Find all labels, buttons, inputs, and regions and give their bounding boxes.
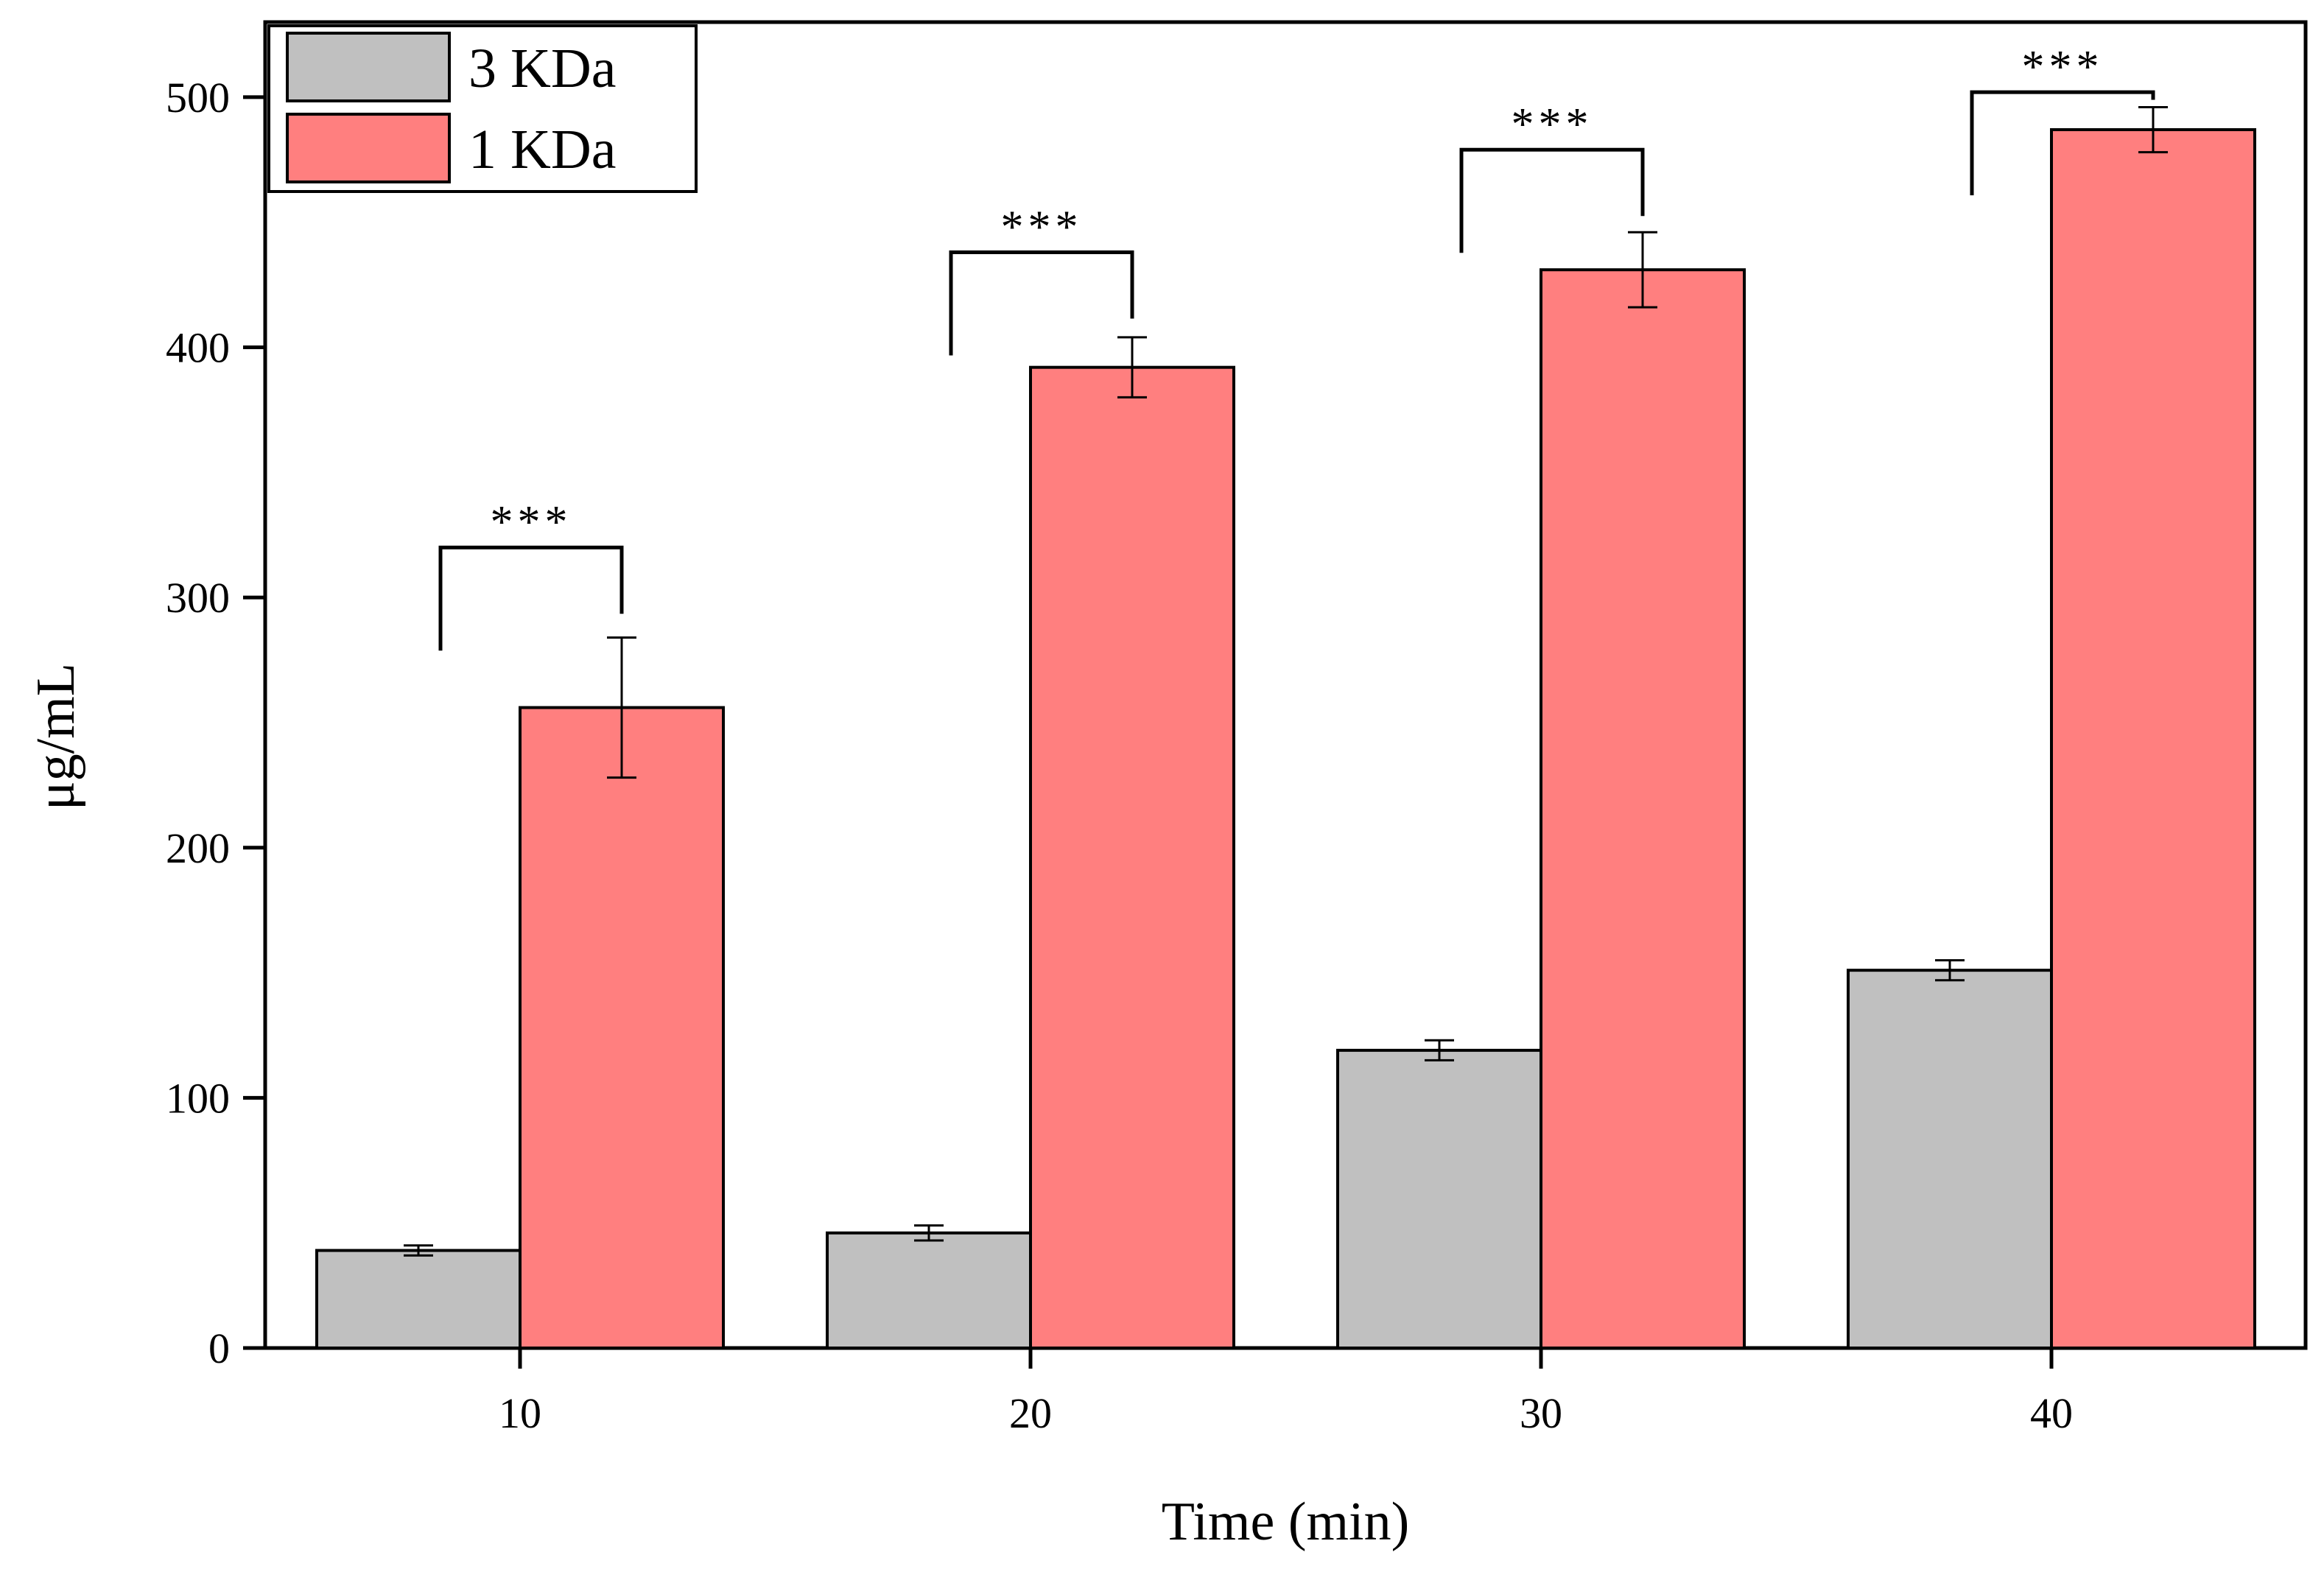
bar-1kda-40 — [2050, 128, 2256, 1350]
y-axis-title: μg/mL — [26, 663, 86, 810]
significance-bracket-40 — [1970, 90, 2155, 196]
bar-1kda-20 — [1029, 365, 1235, 1350]
legend-label-3kda: 3 KDa — [468, 38, 617, 99]
y-tick-label-500: 500 — [166, 74, 230, 122]
bar-3kda-20 — [826, 1231, 1032, 1349]
significance-label-20: *** — [1001, 202, 1083, 252]
y-tick-label-100: 100 — [166, 1074, 230, 1122]
legend-swatch-1kda — [286, 113, 451, 183]
significance-label-10: *** — [491, 497, 572, 547]
significance-bracket-30 — [1459, 147, 1645, 253]
x-tick-label-40: 40 — [2030, 1389, 2073, 1437]
y-tick-label-300: 300 — [166, 574, 230, 622]
y-tick-label-0: 0 — [208, 1324, 230, 1372]
plot-frame — [263, 20, 2308, 1350]
legend: 3 KDa 1 KDa — [267, 24, 698, 193]
significance-label-30: *** — [1512, 99, 1593, 150]
y-tick-label-200: 200 — [166, 824, 230, 872]
error-bars-layer — [404, 105, 2168, 1257]
significance-bracket-20 — [949, 250, 1134, 356]
y-tick-label-400: 400 — [166, 324, 230, 372]
bar-3kda-40 — [1847, 969, 2053, 1349]
significance-label-40: *** — [2022, 42, 2104, 92]
x-tick-label-20: 20 — [1009, 1389, 1052, 1437]
legend-swatch-3kda — [286, 32, 451, 102]
x-axis-title: Time (min) — [1162, 1492, 1409, 1552]
bar-1kda-10 — [519, 706, 725, 1349]
significance-layer: *** *** *** *** — [438, 42, 2155, 651]
bar-3kda-30 — [1336, 1048, 1542, 1349]
bars-layer — [315, 128, 2256, 1350]
bar-1kda-30 — [1540, 268, 1746, 1349]
bar-3kda-10 — [315, 1249, 522, 1349]
legend-label-1kda: 1 KDa — [468, 119, 617, 180]
x-tick-label-30: 30 — [1520, 1389, 1562, 1437]
significance-bracket-10 — [438, 545, 624, 651]
x-tick-label-10: 10 — [499, 1389, 541, 1437]
